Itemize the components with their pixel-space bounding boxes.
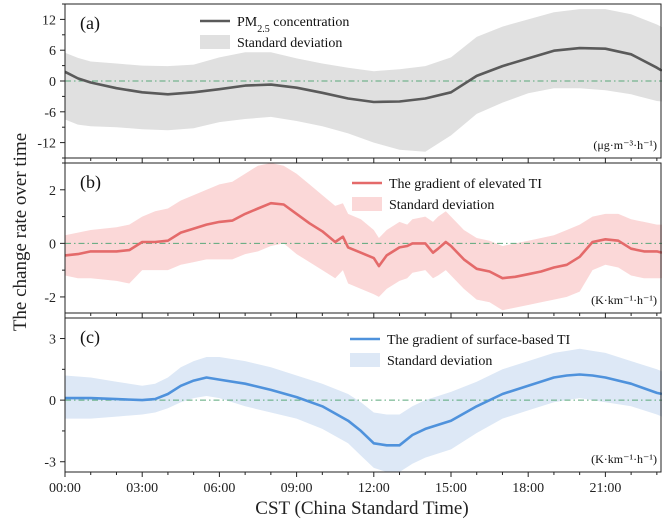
y-tick-label: 0 <box>49 75 56 90</box>
legend-band-swatch <box>350 353 380 367</box>
panel-label: (a) <box>80 13 100 34</box>
panel-label: (c) <box>80 327 100 348</box>
x-tick-label: 06:00 <box>203 481 235 496</box>
x-tick-label: 15:00 <box>435 481 467 496</box>
y-tick-label: -12 <box>37 137 56 152</box>
x-tick-label: 12:00 <box>358 481 390 496</box>
y-tick-label: 12 <box>42 13 56 28</box>
panel-frame <box>64 317 662 473</box>
legend-entry: Standard deviation <box>387 354 492 369</box>
x-axis-title: CST (China Standard Time) <box>255 498 468 519</box>
unit-label: (K·km⁻¹·h⁻¹) <box>591 452 657 466</box>
x-tick-label: 00:00 <box>49 481 81 496</box>
panel-3: 3 0 -3 (c) (K·km⁻¹·h⁻¹) The gradient of surfa… <box>44 317 662 477</box>
x-tick-label: 09:00 <box>281 481 313 496</box>
std-band-1 <box>65 9 662 152</box>
panel-2: 2 0 -2 (b) (K·km⁻¹·h⁻¹) The gradient of eleva… <box>44 162 662 318</box>
y-tick-label: 6 <box>49 44 56 59</box>
x-tick-label: 03:00 <box>126 481 158 496</box>
y-tick-label: -2 <box>44 291 56 306</box>
legend-entry: PM2.5 concentration <box>237 15 349 35</box>
x-tick-label: 21:00 <box>589 481 621 496</box>
unit-label: (μg·m⁻³·h⁻¹) <box>593 138 657 152</box>
y-tick-label: 0 <box>49 237 56 252</box>
unit-label: (K·km⁻¹·h⁻¹) <box>591 293 657 307</box>
std-band-2 <box>65 163 662 311</box>
legend-entry: Standard deviation <box>237 36 342 51</box>
mean-line-3 <box>65 373 662 447</box>
x-tick-label: 18:00 <box>512 481 544 496</box>
panel-label: (b) <box>80 172 101 193</box>
y-tick-label: 3 <box>49 333 56 348</box>
mean-line-1 <box>64 46 662 104</box>
legend-entry: The gradient of surface-based TI <box>387 333 571 348</box>
mean-line-2 <box>64 201 662 280</box>
legend-band-swatch <box>352 197 382 211</box>
panel-1: 12 6 0 -6 -12 (a) (μg·m⁻³·h⁻¹) PM2.5 concentrat… <box>37 3 662 163</box>
y-tick-label: 2 <box>49 184 56 199</box>
y-axis-title: The change rate over time <box>10 133 31 331</box>
y-tick-label: 0 <box>49 394 56 409</box>
std-band-3 <box>65 348 662 472</box>
legend-band-swatch <box>200 35 230 49</box>
legend-entry: Standard deviation <box>389 198 494 213</box>
y-tick-label: -6 <box>44 106 56 121</box>
legend-entry: The gradient of elevated TI <box>389 177 542 192</box>
y-tick-label: -3 <box>44 456 56 471</box>
panel-frame <box>64 162 662 314</box>
